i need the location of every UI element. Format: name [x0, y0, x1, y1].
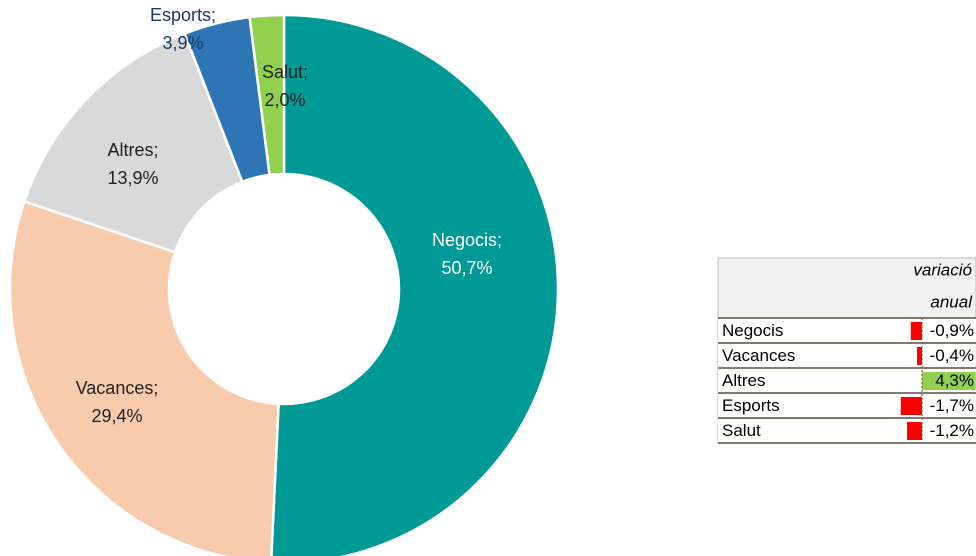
- data-bar: [917, 347, 922, 365]
- row-bg: [718, 318, 976, 343]
- row-name: Vacances: [722, 346, 795, 365]
- data-bar: [922, 372, 976, 390]
- row-bg: [718, 343, 976, 368]
- row-value: -1,2%: [930, 421, 974, 440]
- label-separator: ;: [153, 378, 158, 398]
- row-value: -0,9%: [930, 321, 974, 340]
- label-name: Esports: [150, 5, 211, 25]
- label-name: Negocis: [432, 230, 497, 250]
- label-separator: ;: [154, 140, 159, 160]
- label-value: 50,7%: [441, 258, 492, 278]
- data-label: Altres; 13,9%: [107, 140, 158, 188]
- label-value: 13,9%: [107, 168, 158, 188]
- row-value: -1,7%: [930, 396, 974, 415]
- label-separator: ;: [211, 5, 216, 25]
- row-bg: [718, 393, 976, 418]
- data-label: Esports; 3,9%: [150, 5, 216, 53]
- label-name: Altres: [107, 140, 153, 160]
- data-bar: [900, 397, 922, 415]
- label-value: 29,4%: [91, 406, 142, 426]
- row-value: 4,3%: [935, 371, 974, 390]
- donut-slice: [8, 199, 280, 556]
- label-separator: ;: [303, 62, 308, 82]
- label-separator: ;: [497, 230, 502, 250]
- label-name: Vacances: [76, 378, 154, 398]
- label-name: Salut: [262, 62, 303, 82]
- row-bg: [718, 418, 976, 443]
- label-value: 2,0%: [264, 90, 305, 110]
- header-line: anual: [930, 292, 973, 311]
- data-label: Negocis; 50,7%: [432, 230, 502, 278]
- row-name: Salut: [722, 421, 761, 440]
- row-value: -0,4%: [930, 346, 974, 365]
- label-value: 3,9%: [162, 33, 203, 53]
- data-bar: [907, 422, 922, 440]
- row-name: Negocis: [722, 321, 783, 340]
- data-bar: [910, 322, 922, 340]
- row-name: Esports: [722, 396, 780, 415]
- donut-slice: [270, 13, 560, 556]
- data-label: Vacances; 29,4%: [76, 378, 159, 426]
- header-line: variació: [913, 260, 972, 279]
- data-label: Salut; 2,0%: [262, 62, 308, 110]
- donut-slice: [248, 13, 286, 177]
- row-name: Altres: [722, 371, 765, 390]
- data-table: variació anual Negocis -0,9% Vacances -0,4% Al…: [717, 257, 976, 444]
- donut-slice: [22, 32, 244, 254]
